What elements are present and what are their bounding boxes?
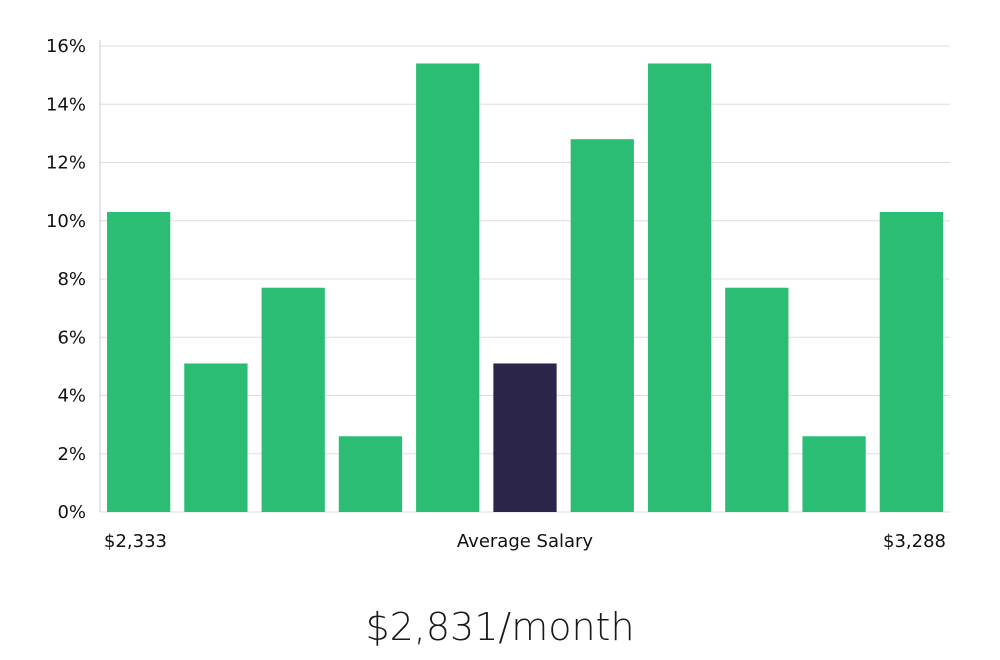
bar-average-salary	[493, 363, 557, 512]
bar	[647, 63, 712, 512]
bar	[107, 212, 171, 512]
y-tick-label: 4%	[57, 386, 86, 407]
bar	[338, 436, 403, 512]
bar	[725, 287, 789, 512]
y-tick-label: 8%	[57, 269, 86, 290]
y-axis-tick-labels: 0% 2% 4% 6% 8% 10% 12% 14% 16%	[46, 36, 86, 523]
y-tick-label: 12%	[46, 153, 86, 174]
bar	[184, 363, 248, 512]
y-tick-label: 16%	[46, 36, 86, 57]
bar	[879, 212, 943, 512]
bars	[107, 63, 943, 512]
bar	[416, 63, 480, 512]
bar	[570, 139, 634, 512]
x-label-min-salary: $2,333	[104, 531, 167, 552]
x-label-average-salary: Average Salary	[457, 531, 594, 552]
y-tick-label: 2%	[57, 444, 86, 465]
y-tick-label: 0%	[57, 502, 86, 523]
bar	[261, 287, 325, 512]
y-tick-label: 10%	[46, 211, 86, 232]
x-axis-labels: $2,333 Average Salary $3,288	[104, 531, 946, 552]
y-tick-label: 6%	[57, 327, 86, 348]
y-tick-label: 14%	[46, 94, 86, 115]
average-salary-caption: $2,831/month	[365, 605, 635, 649]
salary-distribution-chart: 0% 2% 4% 6% 8% 10% 12% 14% 16% $2,333 Average Sa…	[46, 36, 950, 552]
bar	[802, 436, 866, 512]
x-label-max-salary: $3,288	[883, 531, 946, 552]
